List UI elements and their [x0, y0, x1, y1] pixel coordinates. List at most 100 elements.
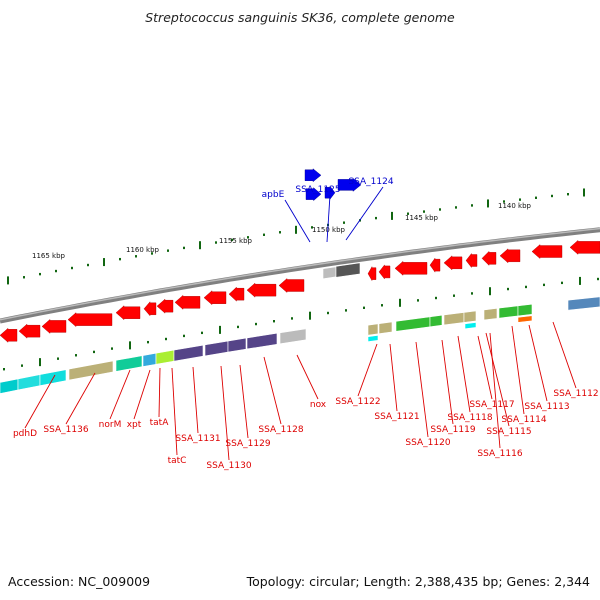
minus-gene-arrow[interactable] — [569, 239, 600, 255]
track-tick — [519, 198, 521, 201]
gene-label-ssa-1129[interactable]: SSA_1129 — [225, 439, 270, 449]
minus-gene-arrow[interactable] — [499, 248, 521, 264]
gene-label-ssa-1124[interactable]: SSA_1124 — [348, 177, 393, 187]
minus-gene-arrow[interactable] — [203, 290, 227, 306]
leader-line — [24, 374, 56, 429]
minus-gene-arrow[interactable] — [67, 312, 113, 328]
topology-label: Topology: circular; Length: 2,388,435 bp… — [246, 574, 590, 589]
gene-label-ssa-1121[interactable]: SSA_1121 — [374, 412, 419, 422]
position-label-1150-kbp: 1150 kbp — [312, 226, 346, 234]
track-tick — [55, 269, 57, 273]
minus-gene-arrow[interactable] — [367, 265, 377, 282]
minus-gene-arrow[interactable] — [246, 282, 277, 298]
leader-line — [389, 343, 398, 412]
gene-label-apbe[interactable]: apbE — [262, 190, 285, 200]
feature-band — [367, 334, 379, 343]
gene-label-ssa-1130[interactable]: SSA_1130 — [206, 461, 251, 471]
track-tick — [237, 325, 239, 329]
track-tick — [583, 188, 585, 197]
gene-label-norm[interactable]: norM — [99, 420, 122, 430]
gene-label-ssa-1115[interactable]: SSA_1115 — [486, 427, 531, 437]
minus-gene-arrow[interactable] — [143, 301, 157, 317]
gene-label-xpt[interactable]: xpt — [127, 420, 142, 430]
gene-label-ssa-1113[interactable]: SSA_1113 — [524, 402, 569, 412]
track-tick — [439, 208, 441, 211]
gene-label-ssa-1118[interactable]: SSA_1118 — [447, 413, 492, 423]
leader-line — [528, 324, 548, 402]
track-tick — [21, 364, 23, 367]
leader-line — [489, 332, 501, 449]
gene-label-ssa-1125[interactable]: SSA_1125 — [295, 185, 340, 195]
track-tick — [471, 292, 473, 295]
track-tick — [255, 322, 257, 326]
minus-gene-arrow[interactable] — [156, 298, 174, 314]
gene-label-nox[interactable]: nox — [310, 400, 327, 410]
track-tick — [103, 258, 105, 267]
track-tick — [93, 350, 95, 354]
gene-label-ssa-1117[interactable]: SSA_1117 — [469, 400, 514, 410]
feature-band — [498, 305, 519, 319]
minus-gene-arrow[interactable] — [465, 252, 478, 269]
track-tick — [453, 294, 455, 297]
track-tick — [579, 276, 581, 285]
track-tick — [435, 296, 437, 300]
gene-label-ssa-1120[interactable]: SSA_1120 — [405, 438, 450, 448]
leader-line — [357, 343, 378, 397]
gene-label-ssa-1112[interactable]: SSA_1112 — [553, 389, 598, 399]
leader-line — [296, 354, 319, 400]
backbone-line — [0, 227, 600, 324]
minus-gene-arrow[interactable] — [481, 250, 497, 266]
feature-band — [204, 340, 229, 357]
minus-gene-arrow[interactable] — [394, 260, 428, 276]
gene-arrows[interactable] — [0, 168, 600, 343]
gene-label-tata[interactable]: tatA — [150, 418, 170, 428]
position-label-1160-kbp: 1160 kbp — [126, 246, 160, 254]
track-tick — [309, 311, 311, 320]
track-tick — [561, 281, 563, 285]
track-tick — [71, 266, 73, 270]
position-labels: 1165 kbp 1160 kbp 1155 kbp 1150 kbp 1145 kbp… — [32, 202, 532, 260]
minus-gene-arrow[interactable] — [174, 294, 201, 310]
plus-gene-arrow[interactable] — [304, 168, 322, 183]
leader-line — [158, 367, 161, 418]
track-tick — [147, 340, 149, 344]
gene-label-tatc[interactable]: tatC — [168, 456, 187, 466]
gene-label-ssa-1122[interactable]: SSA_1122 — [335, 397, 380, 407]
minus-gene-arrow[interactable] — [378, 264, 391, 280]
track-tick — [407, 212, 409, 215]
track-tick — [165, 337, 167, 341]
minus-gene-arrow[interactable] — [115, 305, 141, 321]
minus-gene-arrow[interactable] — [18, 323, 41, 339]
minus-gene-arrow[interactable] — [443, 255, 463, 271]
track-tick — [111, 347, 113, 350]
leader-line — [552, 321, 577, 389]
track-tick — [219, 325, 221, 334]
track-tick — [119, 257, 121, 261]
minus-gene-arrow[interactable] — [531, 244, 563, 259]
gene-label-ssa-1136[interactable]: SSA_1136 — [43, 425, 88, 435]
gene-label-ssa-1114[interactable]: SSA_1114 — [501, 415, 546, 425]
minus-gene-arrow[interactable] — [0, 327, 18, 343]
gene-label-ssa-1119[interactable]: SSA_1119 — [430, 425, 475, 435]
position-label-1165-kbp: 1165 kbp — [32, 252, 66, 260]
plus-gene-arrow[interactable] — [337, 177, 362, 192]
track-tick — [295, 225, 297, 234]
track-tick — [503, 200, 505, 203]
minus-gene-arrow[interactable] — [41, 318, 67, 334]
plus-gene-arrow[interactable] — [305, 187, 322, 202]
leader-line — [239, 364, 249, 439]
feature-band — [155, 349, 175, 365]
gene-label-ssa-1131[interactable]: SSA_1131 — [175, 434, 220, 444]
gene-label-pdhd[interactable]: pdhD — [13, 429, 37, 439]
minus-gene-arrow[interactable] — [429, 257, 441, 273]
track-tick — [57, 357, 59, 360]
position-label-1155-kbp: 1155 kbp — [219, 237, 253, 245]
leader-line — [65, 372, 96, 425]
minus-gene-arrow[interactable] — [278, 278, 305, 293]
gene-label-ssa-1116[interactable]: SSA_1116 — [477, 449, 522, 459]
feature-band — [115, 355, 143, 372]
minus-gene-arrow[interactable] — [228, 286, 245, 302]
gene-label-ssa-1128[interactable]: SSA_1128 — [258, 425, 303, 435]
